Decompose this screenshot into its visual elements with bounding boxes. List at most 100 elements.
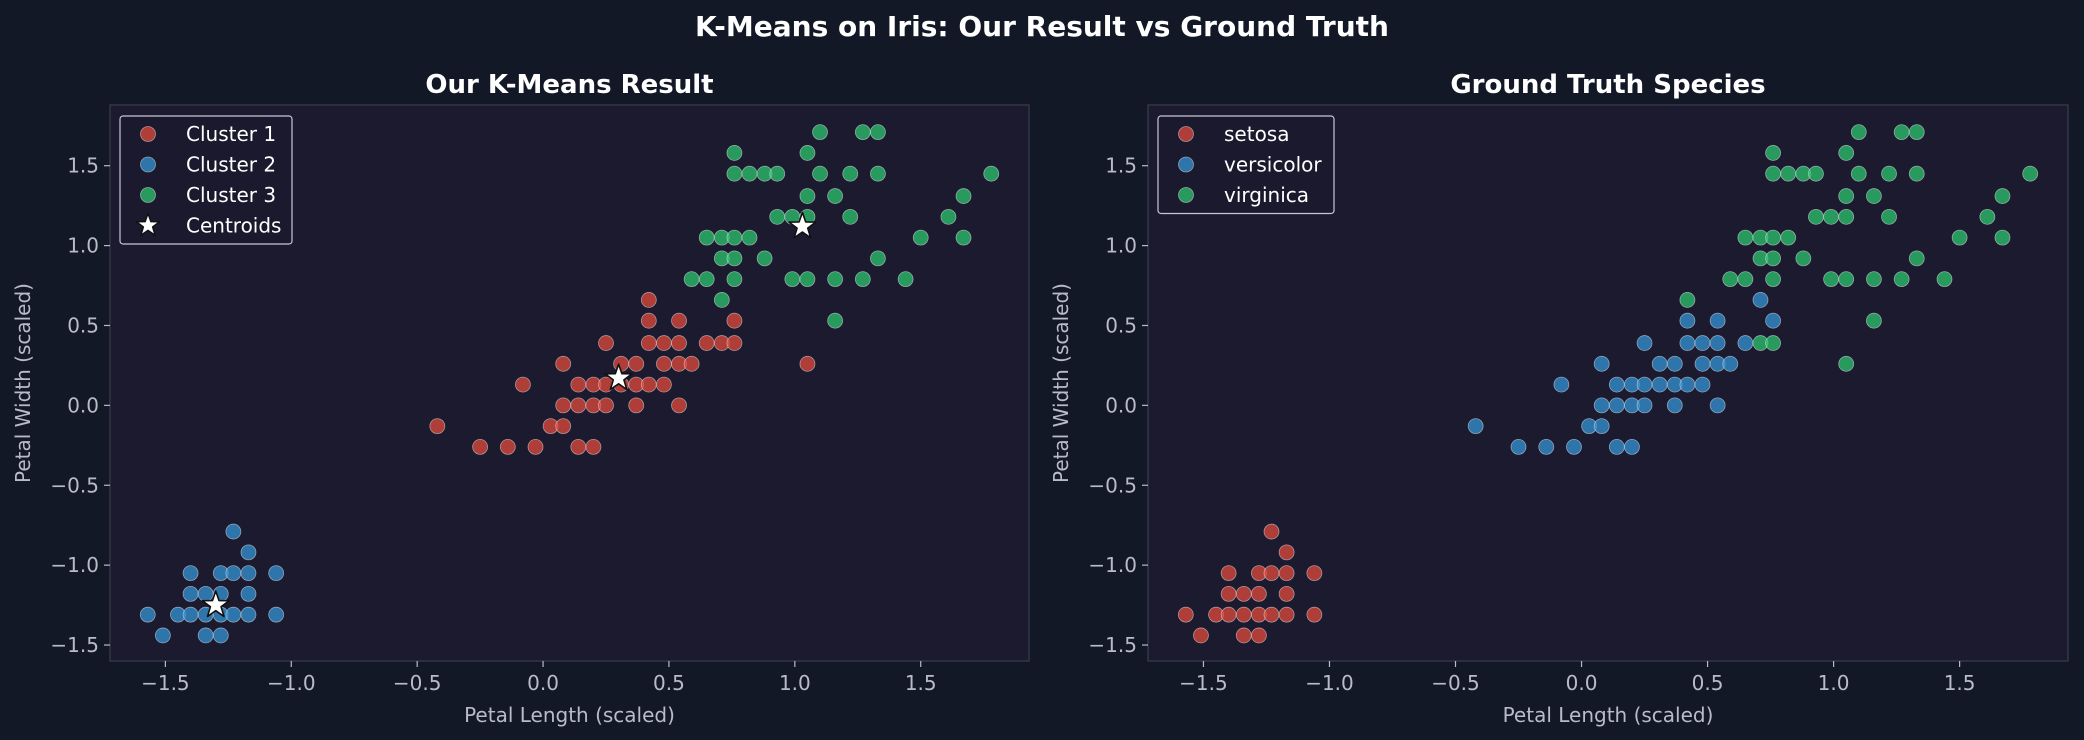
chart-right-point bbox=[1177, 606, 1194, 623]
chart-right-point bbox=[1908, 124, 1925, 141]
chart-left-point bbox=[640, 292, 657, 308]
chart-left-legend-marker bbox=[135, 212, 161, 236]
chart-left-ytick-label: 0.0 bbox=[67, 393, 99, 417]
chart-right-legend-marker bbox=[1178, 187, 1194, 203]
chart-right-title: Ground Truth Species bbox=[1450, 70, 1765, 100]
chart-left-legend: Cluster 1 Cluster 2 Cluster 3 Centroids bbox=[119, 115, 293, 245]
chart-right-point bbox=[1251, 585, 1267, 602]
chart-right-xtick-label: −1.5 bbox=[1179, 671, 1228, 695]
chart-left-point bbox=[799, 355, 816, 372]
chart-right-point bbox=[1866, 312, 1882, 329]
chart-left-point bbox=[912, 229, 929, 246]
chart-left-point bbox=[515, 376, 531, 393]
chart-right: Ground Truth Species −1.5 −1.0 −0.5 0.0 0.5 1.… bbox=[1049, 70, 2069, 727]
chart-left-point bbox=[698, 229, 715, 246]
chart-right-xtick-label: 0.0 bbox=[1566, 671, 1598, 695]
chart-left-point bbox=[212, 627, 229, 644]
chart-right-xtick-label: −0.5 bbox=[1431, 671, 1480, 695]
chart-right-point bbox=[1636, 376, 1653, 393]
chart-right-ytick-label: 0.0 bbox=[1105, 393, 1137, 417]
chart-left-point bbox=[769, 208, 786, 225]
chart-left-centroid-marker bbox=[604, 363, 633, 391]
chart-left-centroid-marker bbox=[201, 590, 230, 618]
chart-left-point bbox=[598, 397, 614, 414]
chart-right-point bbox=[1951, 229, 1968, 246]
chart-left-point bbox=[527, 439, 544, 455]
chart-right-point bbox=[1651, 376, 1668, 393]
chart-right-point bbox=[1737, 271, 1754, 288]
chart-left-point bbox=[640, 335, 657, 351]
chart-left-point bbox=[268, 565, 285, 582]
chart-right-xlabel: Petal Length (scaled) bbox=[1503, 703, 1714, 727]
chart-right-point bbox=[1608, 376, 1625, 393]
chart-right-point bbox=[1679, 292, 1696, 308]
chart-left-point bbox=[955, 188, 972, 204]
chart-right-legend-marker bbox=[1178, 126, 1194, 142]
chart-right-point bbox=[1694, 376, 1711, 393]
chart-right-point bbox=[1679, 335, 1696, 351]
chart-right-point bbox=[1694, 355, 1711, 372]
chart-left-point bbox=[955, 229, 972, 246]
chart-right-point bbox=[1220, 585, 1237, 602]
chart-left-point bbox=[240, 565, 257, 582]
chart-right-point bbox=[1278, 565, 1295, 582]
chart-left-xtick-label: 1.0 bbox=[779, 671, 811, 695]
chart-right-point bbox=[1608, 397, 1625, 414]
chart-left-point bbox=[499, 439, 516, 455]
chart-left-point bbox=[870, 250, 886, 267]
chart-right-point bbox=[1722, 355, 1739, 372]
chart-left-point bbox=[472, 439, 489, 455]
chart-left-point bbox=[268, 606, 285, 623]
chart-left-point bbox=[741, 165, 758, 182]
chart-right-point bbox=[1679, 376, 1696, 393]
chart-left-xtick-label: −1.0 bbox=[267, 671, 316, 695]
chart-left-point bbox=[854, 271, 871, 288]
chart-right-point bbox=[1765, 271, 1781, 288]
chart-left-point bbox=[240, 544, 257, 561]
chart-right-point bbox=[1306, 606, 1323, 623]
chart-left-point bbox=[799, 145, 816, 161]
chart-right-point bbox=[1235, 585, 1252, 602]
chart-right-point bbox=[1593, 397, 1610, 414]
chart-left-point bbox=[197, 627, 214, 644]
chart-left-point bbox=[585, 439, 602, 455]
chart-left-legend-label: Cluster 1 bbox=[186, 122, 276, 146]
chart-left-point bbox=[240, 585, 257, 602]
chart-right-xtick-label: 0.5 bbox=[1692, 671, 1724, 695]
chart-left-point bbox=[799, 271, 816, 288]
chart-left-point bbox=[812, 124, 828, 141]
chart-left-point bbox=[726, 250, 743, 267]
chart-right-point bbox=[1220, 565, 1237, 582]
chart-right-point bbox=[1795, 250, 1812, 267]
chart-left-point bbox=[240, 606, 257, 623]
chart-right-xtick-label: −1.0 bbox=[1305, 671, 1354, 695]
chart-right-legend-marker bbox=[1178, 156, 1194, 173]
chart-right-point bbox=[1709, 312, 1726, 329]
chart-right-point bbox=[1263, 523, 1280, 540]
chart-left-point bbox=[656, 376, 672, 393]
chart-left-xtick-label: 0.0 bbox=[527, 671, 559, 695]
chart-left-ytick-label: −1.5 bbox=[50, 633, 99, 657]
chart-right-point bbox=[1566, 439, 1582, 455]
chart-left-point bbox=[726, 335, 743, 351]
chart-right-legend-label: virginica bbox=[1224, 183, 1309, 207]
chart-left-point bbox=[628, 355, 645, 372]
chart-left-title: Our K-Means Result bbox=[425, 70, 713, 100]
chart-left-xlabel: Petal Length (scaled) bbox=[464, 703, 675, 727]
chart-right-point bbox=[1737, 229, 1754, 246]
chart-left-xtick-label: −0.5 bbox=[393, 671, 442, 695]
chart-left-point bbox=[726, 271, 743, 288]
chart-right-point bbox=[1510, 439, 1527, 455]
chart-left-point bbox=[656, 335, 672, 351]
chart-right-point bbox=[1624, 439, 1640, 455]
chart-left-point bbox=[870, 165, 886, 182]
chart-left-point bbox=[812, 165, 828, 182]
chart-right-point bbox=[1881, 208, 1897, 225]
chart-right-point bbox=[1278, 585, 1295, 602]
chart-left-point bbox=[726, 145, 743, 161]
chart-right-point bbox=[1893, 271, 1910, 288]
chart-right-point bbox=[1765, 312, 1781, 329]
chart-left-point bbox=[225, 565, 242, 582]
chart-right-point bbox=[1722, 271, 1739, 288]
chart-right-point bbox=[1908, 165, 1925, 182]
